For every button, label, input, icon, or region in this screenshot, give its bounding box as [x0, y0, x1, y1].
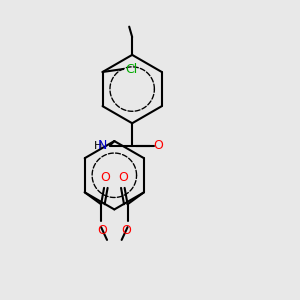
Text: O: O — [153, 139, 163, 152]
Text: O: O — [118, 171, 128, 184]
Text: O: O — [121, 224, 131, 237]
Text: O: O — [98, 224, 107, 237]
Text: O: O — [100, 171, 110, 184]
Text: Cl: Cl — [125, 62, 137, 76]
Text: H: H — [94, 140, 102, 151]
Text: N: N — [98, 139, 107, 152]
